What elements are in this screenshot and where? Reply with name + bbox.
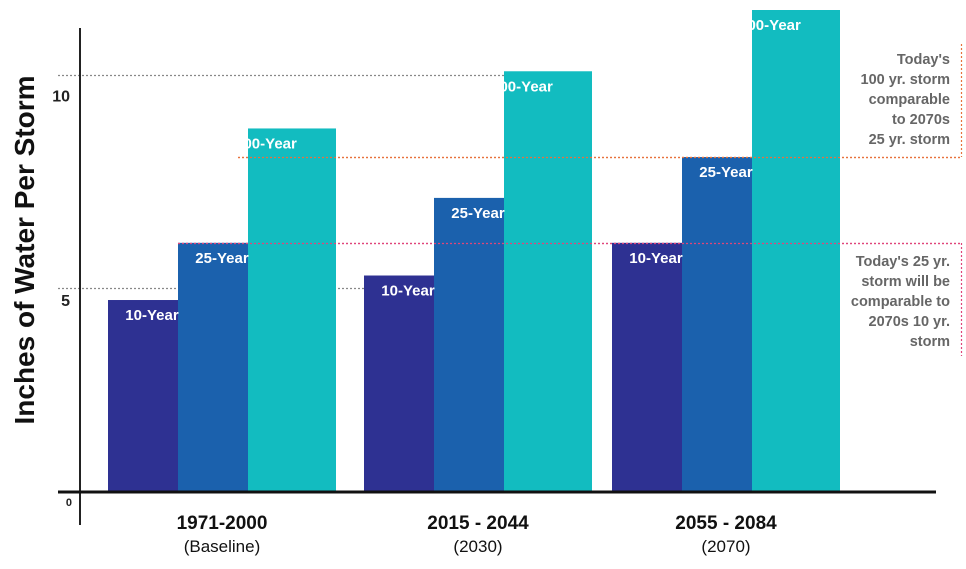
annotation-line: 100 yr. storm [860, 72, 950, 88]
category-label: 2015 - 2044 [427, 513, 529, 534]
bar-label: 10-Year [629, 250, 683, 267]
category-sublabel: (Baseline) [184, 537, 261, 556]
annotation-line: Today's 25 yr. [855, 254, 950, 270]
annotation-line: comparable to [850, 294, 950, 310]
bar-100-year [752, 10, 840, 492]
bar-100-year [248, 128, 336, 492]
annotation-25yr: Today's 25 yr. storm will be comparable to… [790, 252, 950, 352]
bar-label: 25-Year [451, 205, 505, 222]
category-label: 2055 - 2084 [675, 513, 777, 534]
y-tick-label: 0 [66, 497, 72, 509]
bar-label: 25-Year [699, 164, 753, 181]
category-sublabel: (2070) [701, 537, 750, 556]
annotation-line: storm [909, 334, 950, 350]
y-tick-label: 10 [52, 89, 70, 106]
bar-100-year [504, 71, 592, 493]
bar-label: 100-Year [491, 78, 553, 95]
annotation-line: comparable [868, 92, 950, 108]
annotation-line: 25 yr. storm [868, 132, 950, 148]
y-axis-label: Inches of Water Per Storm [9, 75, 40, 424]
bar-label: 100-Year [235, 135, 297, 152]
bar-label: 10-Year [125, 307, 179, 324]
annotation-line: Today's [896, 52, 950, 68]
y-tick-label: 5 [61, 293, 70, 310]
annotation-line: storm will be [861, 274, 950, 290]
annotation-line: 2070s 10 yr. [868, 314, 950, 330]
annotation-100yr: Today's 100 yr. storm comparable to 2070s 25… [790, 50, 950, 150]
bar-label: 10-Year [381, 283, 435, 300]
annotation-line: to 2070s [891, 112, 950, 128]
category-sublabel: (2030) [453, 537, 502, 556]
category-label: 1971-2000 [177, 513, 268, 534]
bar-label: 25-Year [195, 250, 249, 267]
bar-label: 100-Year [739, 17, 801, 34]
